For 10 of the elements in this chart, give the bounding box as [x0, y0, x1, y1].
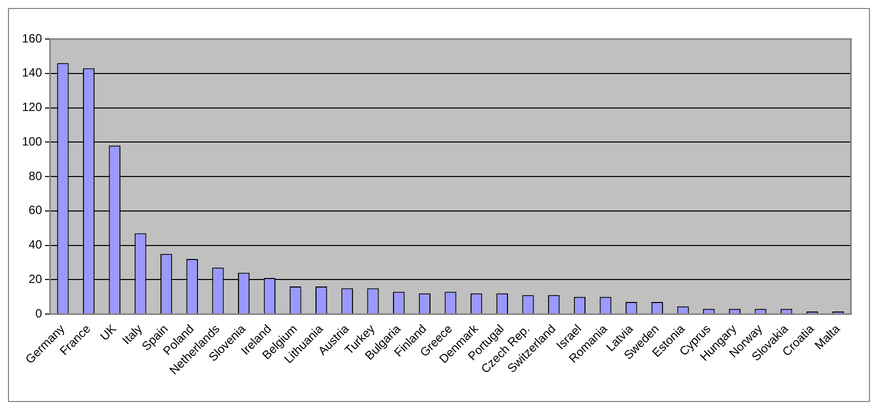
y-tick-label: 140: [22, 66, 42, 80]
y-tick-label: 40: [28, 238, 42, 252]
y-tick-label: 80: [28, 168, 42, 183]
x-tick-label: UK: [97, 322, 120, 344]
y-tick-label: 20: [28, 272, 42, 286]
y-tick-label: 100: [22, 134, 42, 148]
y-tick-label: 0: [35, 306, 42, 320]
y-tick-label: 60: [28, 203, 42, 218]
y-tick-label: 160: [22, 31, 42, 46]
y-tick-label: 120: [22, 100, 42, 114]
